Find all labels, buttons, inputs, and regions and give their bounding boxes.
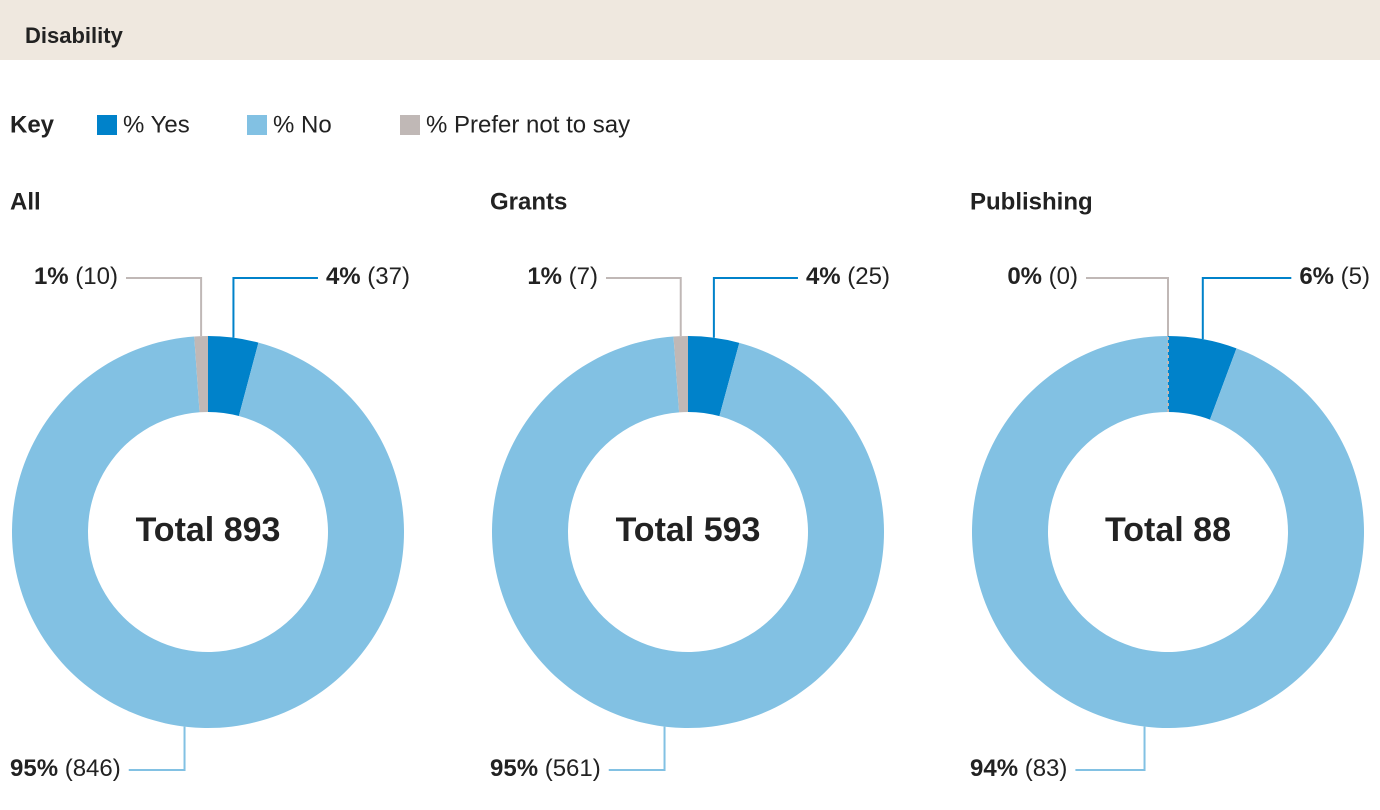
count-label: (846) — [58, 755, 121, 782]
data-label: 94% (83) — [970, 755, 1067, 782]
leader-line — [1086, 277, 1169, 336]
leader-line — [712, 277, 798, 338]
leader-line — [608, 726, 666, 771]
count-label: (561) — [538, 755, 601, 782]
data-label: 1% (10) — [34, 263, 118, 290]
slice — [972, 336, 1365, 728]
data-label: 4% (37) — [326, 263, 410, 290]
chart-title: All — [10, 188, 41, 215]
value-label: 0% — [1007, 263, 1042, 290]
slice — [208, 336, 259, 417]
data-label: 6% (5) — [1299, 263, 1370, 290]
value-label: 1% — [527, 263, 562, 290]
count-label: (5) — [1334, 263, 1370, 290]
value-label: 95% — [490, 755, 538, 782]
value-label: 1% — [34, 263, 69, 290]
count-label: (10) — [69, 263, 118, 290]
legend-label: % No — [273, 111, 332, 138]
value-label: 95% — [10, 755, 58, 782]
data-label: 95% (846) — [10, 755, 121, 782]
data-label: 95% (561) — [490, 755, 601, 782]
chart-title: Grants — [490, 188, 567, 215]
value-label: 4% — [326, 263, 361, 290]
count-label: (25) — [841, 263, 890, 290]
data-label: 4% (25) — [806, 263, 890, 290]
slice — [688, 336, 740, 417]
slice — [1168, 336, 1237, 420]
legend-swatch — [247, 115, 267, 135]
legend-title: Key — [10, 111, 55, 138]
leader-line — [1201, 277, 1292, 340]
center-label: Total 88 — [1105, 511, 1231, 549]
slice — [673, 336, 688, 413]
slice — [194, 336, 208, 413]
leader-line — [606, 277, 682, 337]
header-title: Disability — [25, 23, 124, 48]
legend-label: % Prefer not to say — [426, 111, 630, 138]
count-label: (83) — [1018, 755, 1067, 782]
count-label: (37) — [361, 263, 410, 290]
data-label: 0% (0) — [1007, 263, 1078, 290]
value-label: 94% — [970, 755, 1018, 782]
center-label: Total 593 — [616, 511, 761, 549]
chart-title: Publishing — [970, 188, 1093, 215]
slice — [491, 336, 884, 728]
count-label: (0) — [1042, 263, 1078, 290]
legend-swatch — [400, 115, 420, 135]
value-label: 4% — [806, 263, 841, 290]
leader-line — [232, 277, 318, 338]
legend-swatch — [97, 115, 117, 135]
leader-line — [1075, 726, 1146, 771]
count-label: (7) — [562, 263, 598, 290]
legend-label: % Yes — [123, 111, 190, 138]
header-band — [0, 0, 1380, 60]
value-label: 6% — [1299, 263, 1334, 290]
data-label: 1% (7) — [527, 263, 598, 290]
leader-line — [128, 726, 186, 771]
leader-line — [126, 277, 203, 337]
slice — [12, 336, 404, 728]
center-label: Total 893 — [136, 511, 281, 549]
